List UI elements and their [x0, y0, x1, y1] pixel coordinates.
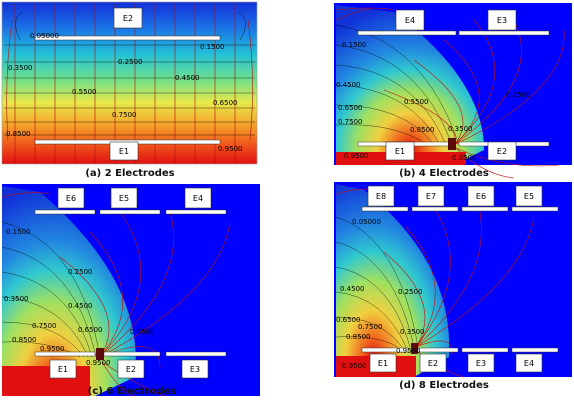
contour-label: 0.9500	[218, 145, 243, 153]
electrode-label: E3	[497, 16, 507, 25]
contour-label: 0.8500	[6, 130, 31, 138]
electrode-labels-b: E4 E3 E1 E2	[385, 9, 517, 161]
electrode-label: E3	[190, 365, 200, 374]
electrode-label: E5	[524, 192, 534, 201]
contour-label: 0.1500	[6, 228, 31, 236]
contour-label: 0.6500	[213, 99, 238, 107]
contour-label: 0.9500	[342, 362, 367, 370]
panel-d: 0.05000 0.4500 0.2500 0.6500 0.7500 0.35…	[334, 182, 574, 401]
contour-label: 0.3500	[4, 295, 29, 303]
electrode-label: E2	[123, 14, 133, 23]
field-plot-a: 0.05000 0.1500 0.2500 0.3500 0.4500 0.55…	[1, 1, 258, 165]
electrode-labels-a: E2 E1	[109, 7, 143, 161]
panel-caption: (c) 6 Electrodes	[87, 386, 177, 397]
contour-label: 0.8500	[346, 333, 371, 341]
electrode-label: E4	[193, 194, 203, 203]
contour-label: 0.7500	[358, 323, 383, 331]
contour-label: 0.2500	[398, 288, 423, 296]
contour-label: 0.2500	[506, 91, 531, 99]
contour-label: 0.3500	[400, 328, 425, 336]
electrode-label: E8	[376, 192, 386, 201]
contour-label: 0.9500	[396, 347, 421, 355]
contour-label: 0.7500	[338, 118, 363, 126]
electrode-label: E1	[119, 147, 129, 156]
contour-label: 0.05000	[30, 32, 59, 40]
contour-labels-a: 0.05000 0.1500 0.2500 0.3500 0.4500 0.55…	[6, 32, 243, 153]
contour-label: 0.8500	[12, 336, 37, 344]
panel-caption: (d) 8 Electrodes	[399, 380, 489, 391]
contour-label: 0.6500	[338, 104, 363, 112]
contour-label: 0.5500	[72, 88, 97, 96]
electrode-label: E1	[58, 365, 68, 374]
field-plot-c: 0.1500 0.2500 0.3500 0.4500 0.7500 0.650…	[1, 184, 260, 397]
contour-label: 0.0500	[452, 154, 477, 162]
contour-label: 0.3500	[448, 125, 473, 133]
contour-label: 0.6500	[78, 326, 103, 334]
panel-a: 0.05000 0.1500 0.2500 0.3500 0.4500 0.55…	[0, 0, 262, 179]
contour-label: 0.4500	[336, 81, 361, 89]
panel-caption: (a) 2 Electrodes	[85, 168, 175, 179]
field-plot-d: 0.05000 0.4500 0.2500 0.6500 0.7500 0.35…	[334, 182, 572, 378]
contour-label: 0.4500	[68, 302, 93, 310]
field-plot-b: 0.1500 0.2500 0.4500 0.5500 0.6500 0.750…	[334, 3, 572, 179]
electrode-label: E1	[395, 147, 405, 156]
electrode-label: E4	[405, 16, 415, 25]
electrode-label: E7	[426, 192, 436, 201]
contour-labels-c: 0.1500 0.2500 0.3500 0.4500 0.7500 0.650…	[4, 228, 155, 367]
contour-labels-b: 0.1500 0.2500 0.4500 0.5500 0.6500 0.750…	[336, 41, 531, 162]
panel-caption: (b) 4 Electrodes	[399, 168, 489, 179]
contour-label: 0.6500	[336, 316, 361, 324]
panel-c: 0.1500 0.2500 0.3500 0.4500 0.7500 0.650…	[0, 182, 262, 401]
contour-label: 0.9500	[86, 359, 111, 367]
contour-label: 0.2500	[68, 268, 93, 276]
electrode-label: E4	[524, 359, 534, 368]
contour-label: 0.4500	[340, 285, 365, 293]
contour-label: 0.5500	[404, 98, 429, 106]
contour-label: 0.9500	[344, 152, 369, 160]
contour-label: 0.4500	[175, 74, 200, 82]
contour-label: 0.05000	[352, 218, 381, 226]
electrode-label: E6	[476, 192, 486, 201]
contour-label: 0.1500	[342, 41, 367, 49]
electrode-label: E5	[119, 194, 129, 203]
electrode-label: E3	[476, 359, 486, 368]
electrode-labels-c: E6 E5 E4 E1 E2 E3	[49, 187, 212, 379]
contour-label: 0.7500	[112, 111, 137, 119]
electrode-label: E6	[66, 194, 76, 203]
electrode-label: E2	[497, 147, 507, 156]
electrode-label: E2	[428, 359, 438, 368]
contour-label: 0.0500	[130, 328, 155, 336]
electrode-labels-d: E8 E7 E6 E5 E1 E2 E3 E4	[367, 185, 543, 373]
contour-label: 0.8500	[410, 126, 435, 134]
contour-label: 0.9500	[40, 345, 65, 353]
contour-labels-d: 0.05000 0.4500 0.2500 0.6500 0.7500 0.35…	[336, 218, 425, 370]
contour-label: 0.3500	[8, 64, 33, 72]
contour-label: 0.1500	[200, 43, 225, 51]
panel-b: 0.1500 0.2500 0.4500 0.5500 0.6500 0.750…	[334, 0, 574, 182]
electrode-label: E1	[378, 359, 388, 368]
electrode-label: E2	[126, 365, 136, 374]
contour-label: 0.7500	[32, 322, 57, 330]
contour-label: 0.2500	[118, 58, 143, 66]
